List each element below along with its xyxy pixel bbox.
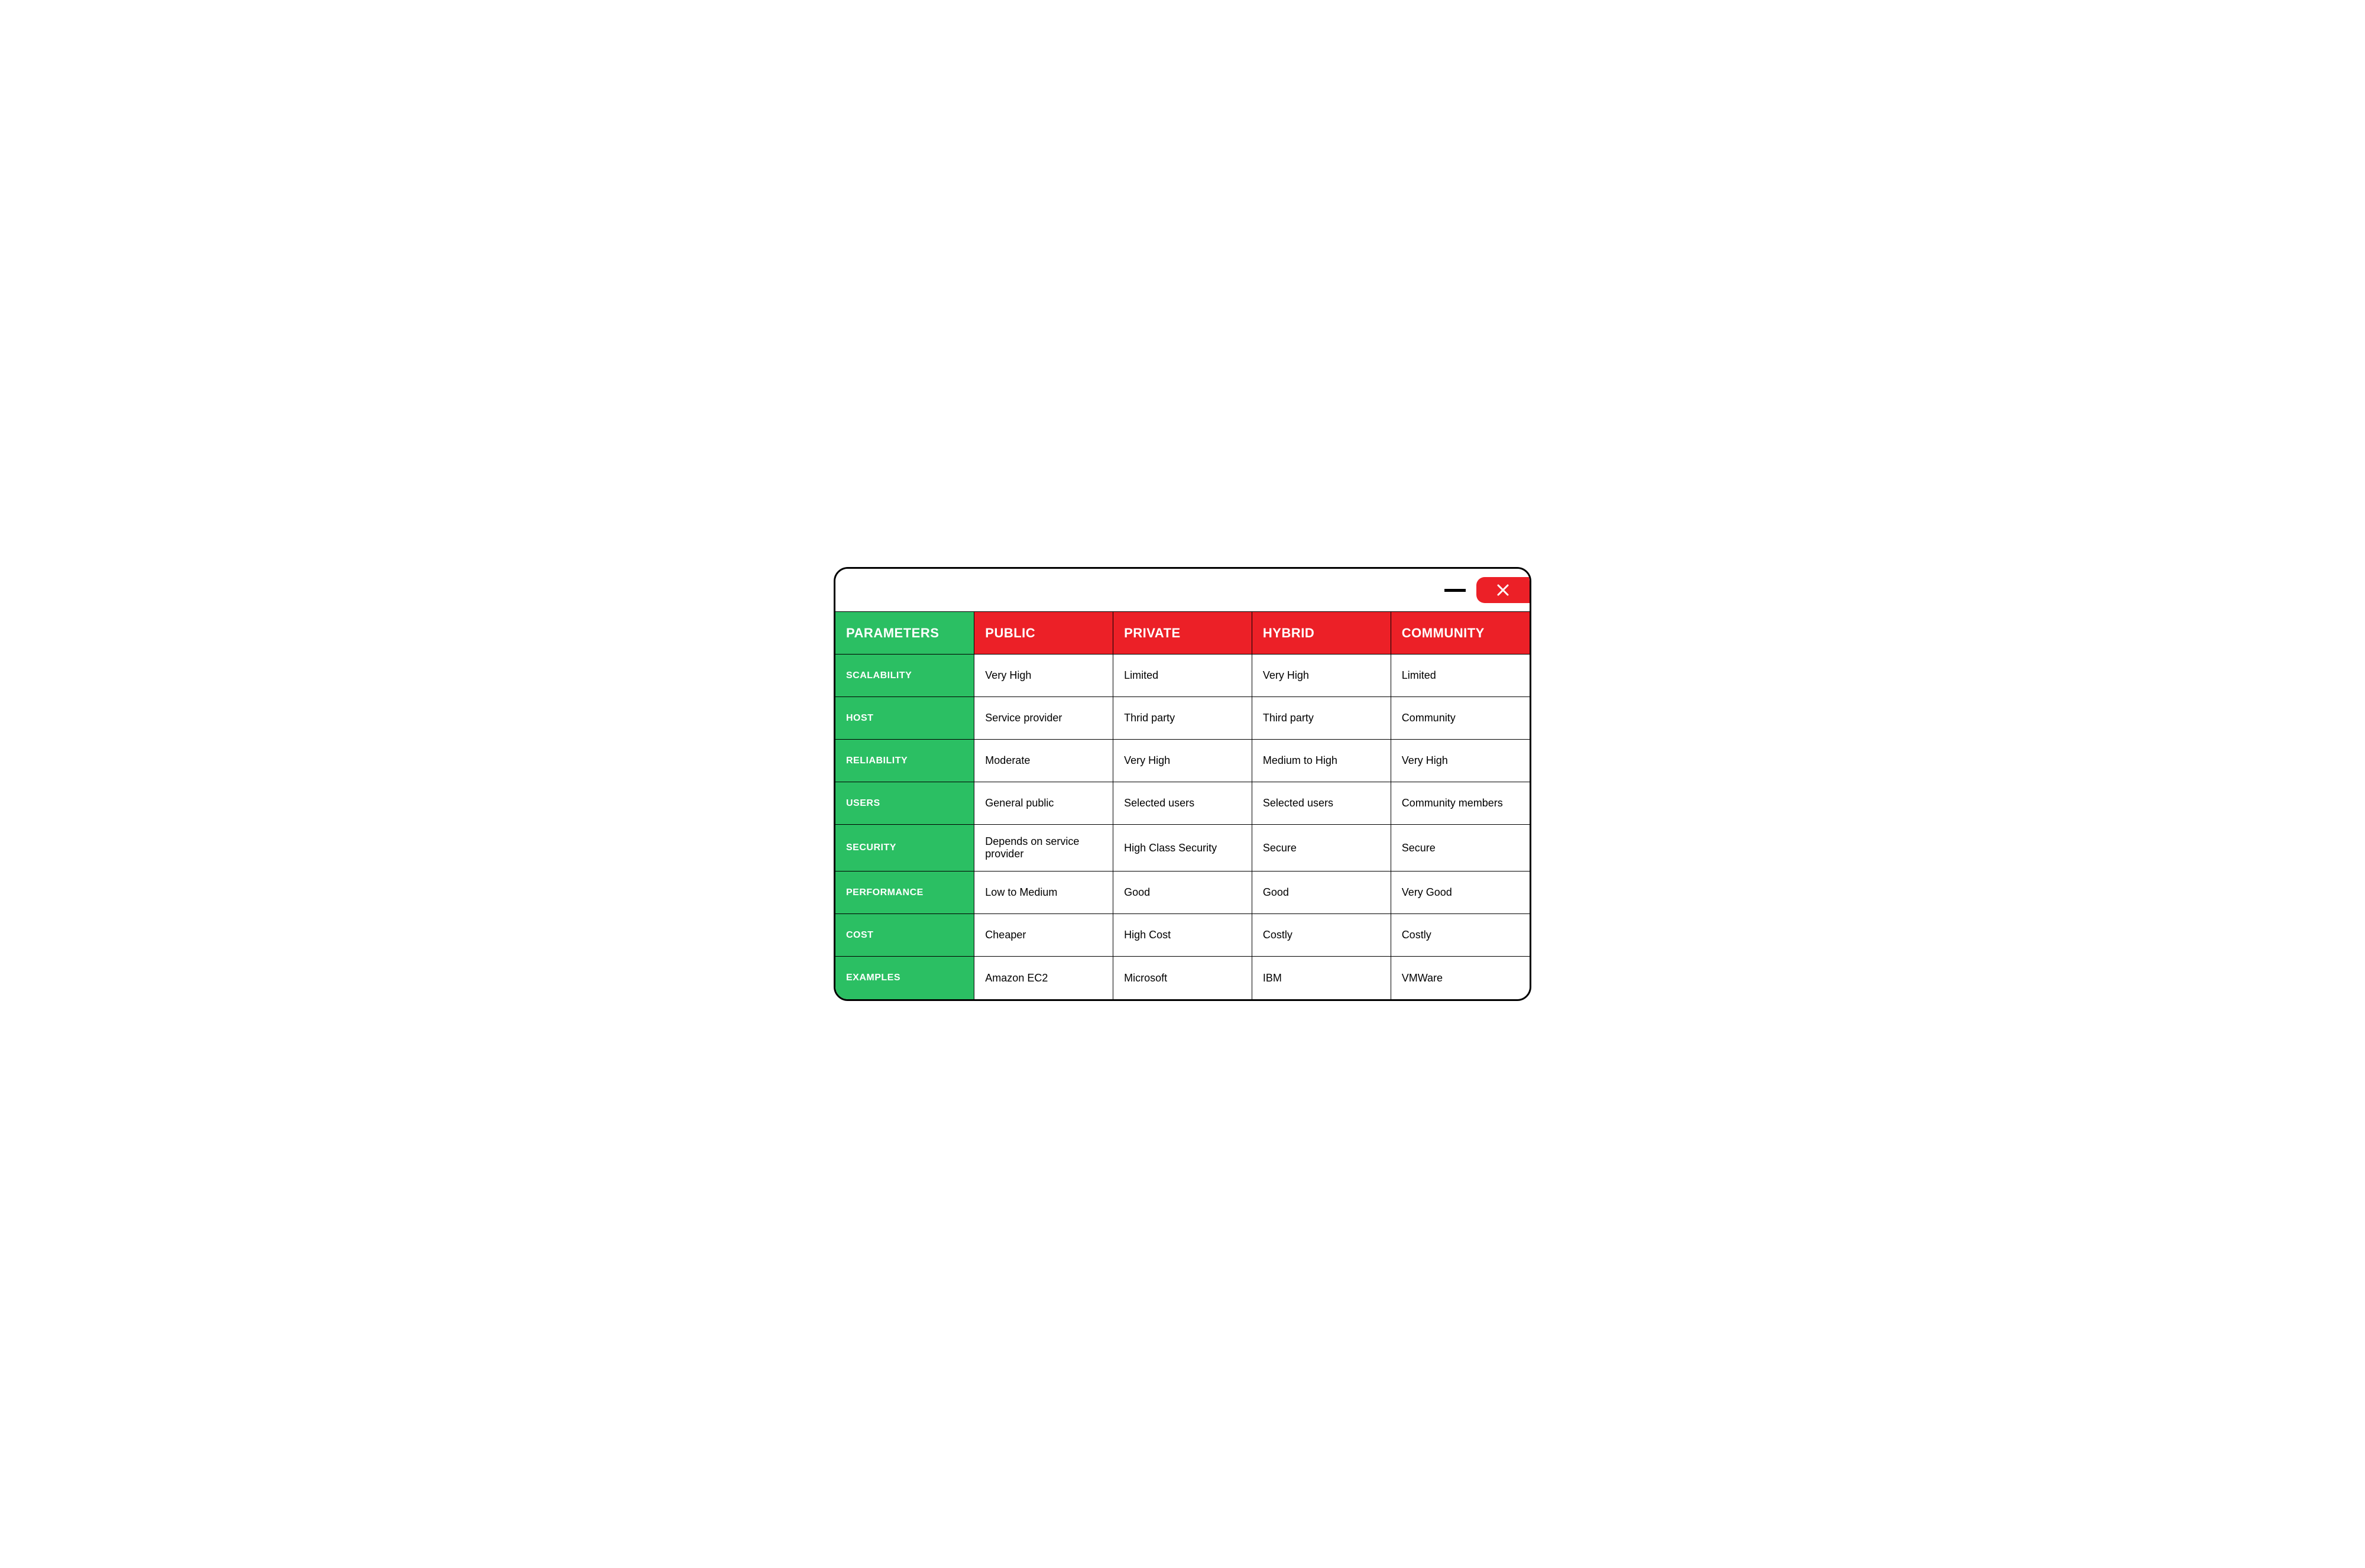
column-header-hybrid: HYBRID bbox=[1252, 612, 1391, 655]
param-label: SECURITY bbox=[835, 825, 974, 872]
param-label: HOST bbox=[835, 697, 974, 740]
data-cell: Community bbox=[1391, 697, 1530, 740]
table-row: HOST Service provider Thrid party Third … bbox=[835, 697, 1530, 740]
param-label: EXAMPLES bbox=[835, 957, 974, 999]
window-frame: PARAMETERS PUBLIC PRIVATE HYBRID COMMUNI… bbox=[834, 567, 1531, 1001]
table-row: PERFORMANCE Low to Medium Good Good Very… bbox=[835, 872, 1530, 914]
table-row: COST Cheaper High Cost Costly Costly bbox=[835, 914, 1530, 957]
data-cell: High Class Security bbox=[1113, 825, 1252, 872]
data-cell: Depends on service provider bbox=[974, 825, 1113, 872]
data-cell: High Cost bbox=[1113, 914, 1252, 957]
data-cell: Very Good bbox=[1391, 872, 1530, 914]
data-cell: Cheaper bbox=[974, 914, 1113, 957]
param-label: COST bbox=[835, 914, 974, 957]
param-label: SCALABILITY bbox=[835, 655, 974, 697]
data-cell: Secure bbox=[1391, 825, 1530, 872]
param-label: RELIABILITY bbox=[835, 740, 974, 782]
data-cell: Low to Medium bbox=[974, 872, 1113, 914]
column-header-private: PRIVATE bbox=[1113, 612, 1252, 655]
data-cell: Very High bbox=[1252, 655, 1391, 697]
data-cell: Limited bbox=[1113, 655, 1252, 697]
data-cell: Very High bbox=[1391, 740, 1530, 782]
table-row: SECURITY Depends on service provider Hig… bbox=[835, 825, 1530, 872]
column-header-parameters: PARAMETERS bbox=[835, 612, 974, 655]
window-titlebar bbox=[835, 569, 1530, 611]
table-row: SCALABILITY Very High Limited Very High … bbox=[835, 655, 1530, 697]
close-icon bbox=[1496, 583, 1510, 597]
table-row: RELIABILITY Moderate Very High Medium to… bbox=[835, 740, 1530, 782]
data-cell: Costly bbox=[1391, 914, 1530, 957]
data-cell: Thrid party bbox=[1113, 697, 1252, 740]
table-header-row: PARAMETERS PUBLIC PRIVATE HYBRID COMMUNI… bbox=[835, 612, 1530, 655]
data-cell: Very High bbox=[974, 655, 1113, 697]
data-cell: General public bbox=[974, 782, 1113, 825]
data-cell: Good bbox=[1252, 872, 1391, 914]
data-cell: Selected users bbox=[1252, 782, 1391, 825]
data-cell: Service provider bbox=[974, 697, 1113, 740]
data-cell: Third party bbox=[1252, 697, 1391, 740]
data-cell: Medium to High bbox=[1252, 740, 1391, 782]
data-cell: VMWare bbox=[1391, 957, 1530, 999]
data-cell: Good bbox=[1113, 872, 1252, 914]
data-cell: Moderate bbox=[974, 740, 1113, 782]
data-cell: Limited bbox=[1391, 655, 1530, 697]
data-cell: Community members bbox=[1391, 782, 1530, 825]
column-header-public: PUBLIC bbox=[974, 612, 1113, 655]
table-row: EXAMPLES Amazon EC2 Microsoft IBM VMWare bbox=[835, 957, 1530, 999]
minimize-icon[interactable] bbox=[1444, 589, 1466, 592]
data-cell: Microsoft bbox=[1113, 957, 1252, 999]
data-cell: Secure bbox=[1252, 825, 1391, 872]
param-label: USERS bbox=[835, 782, 974, 825]
data-cell: IBM bbox=[1252, 957, 1391, 999]
column-header-community: COMMUNITY bbox=[1391, 612, 1530, 655]
data-cell: Very High bbox=[1113, 740, 1252, 782]
table-row: USERS General public Selected users Sele… bbox=[835, 782, 1530, 825]
data-cell: Costly bbox=[1252, 914, 1391, 957]
data-cell: Amazon EC2 bbox=[974, 957, 1113, 999]
param-label: PERFORMANCE bbox=[835, 872, 974, 914]
close-button[interactable] bbox=[1476, 577, 1530, 603]
comparison-table: PARAMETERS PUBLIC PRIVATE HYBRID COMMUNI… bbox=[835, 611, 1530, 999]
data-cell: Selected users bbox=[1113, 782, 1252, 825]
